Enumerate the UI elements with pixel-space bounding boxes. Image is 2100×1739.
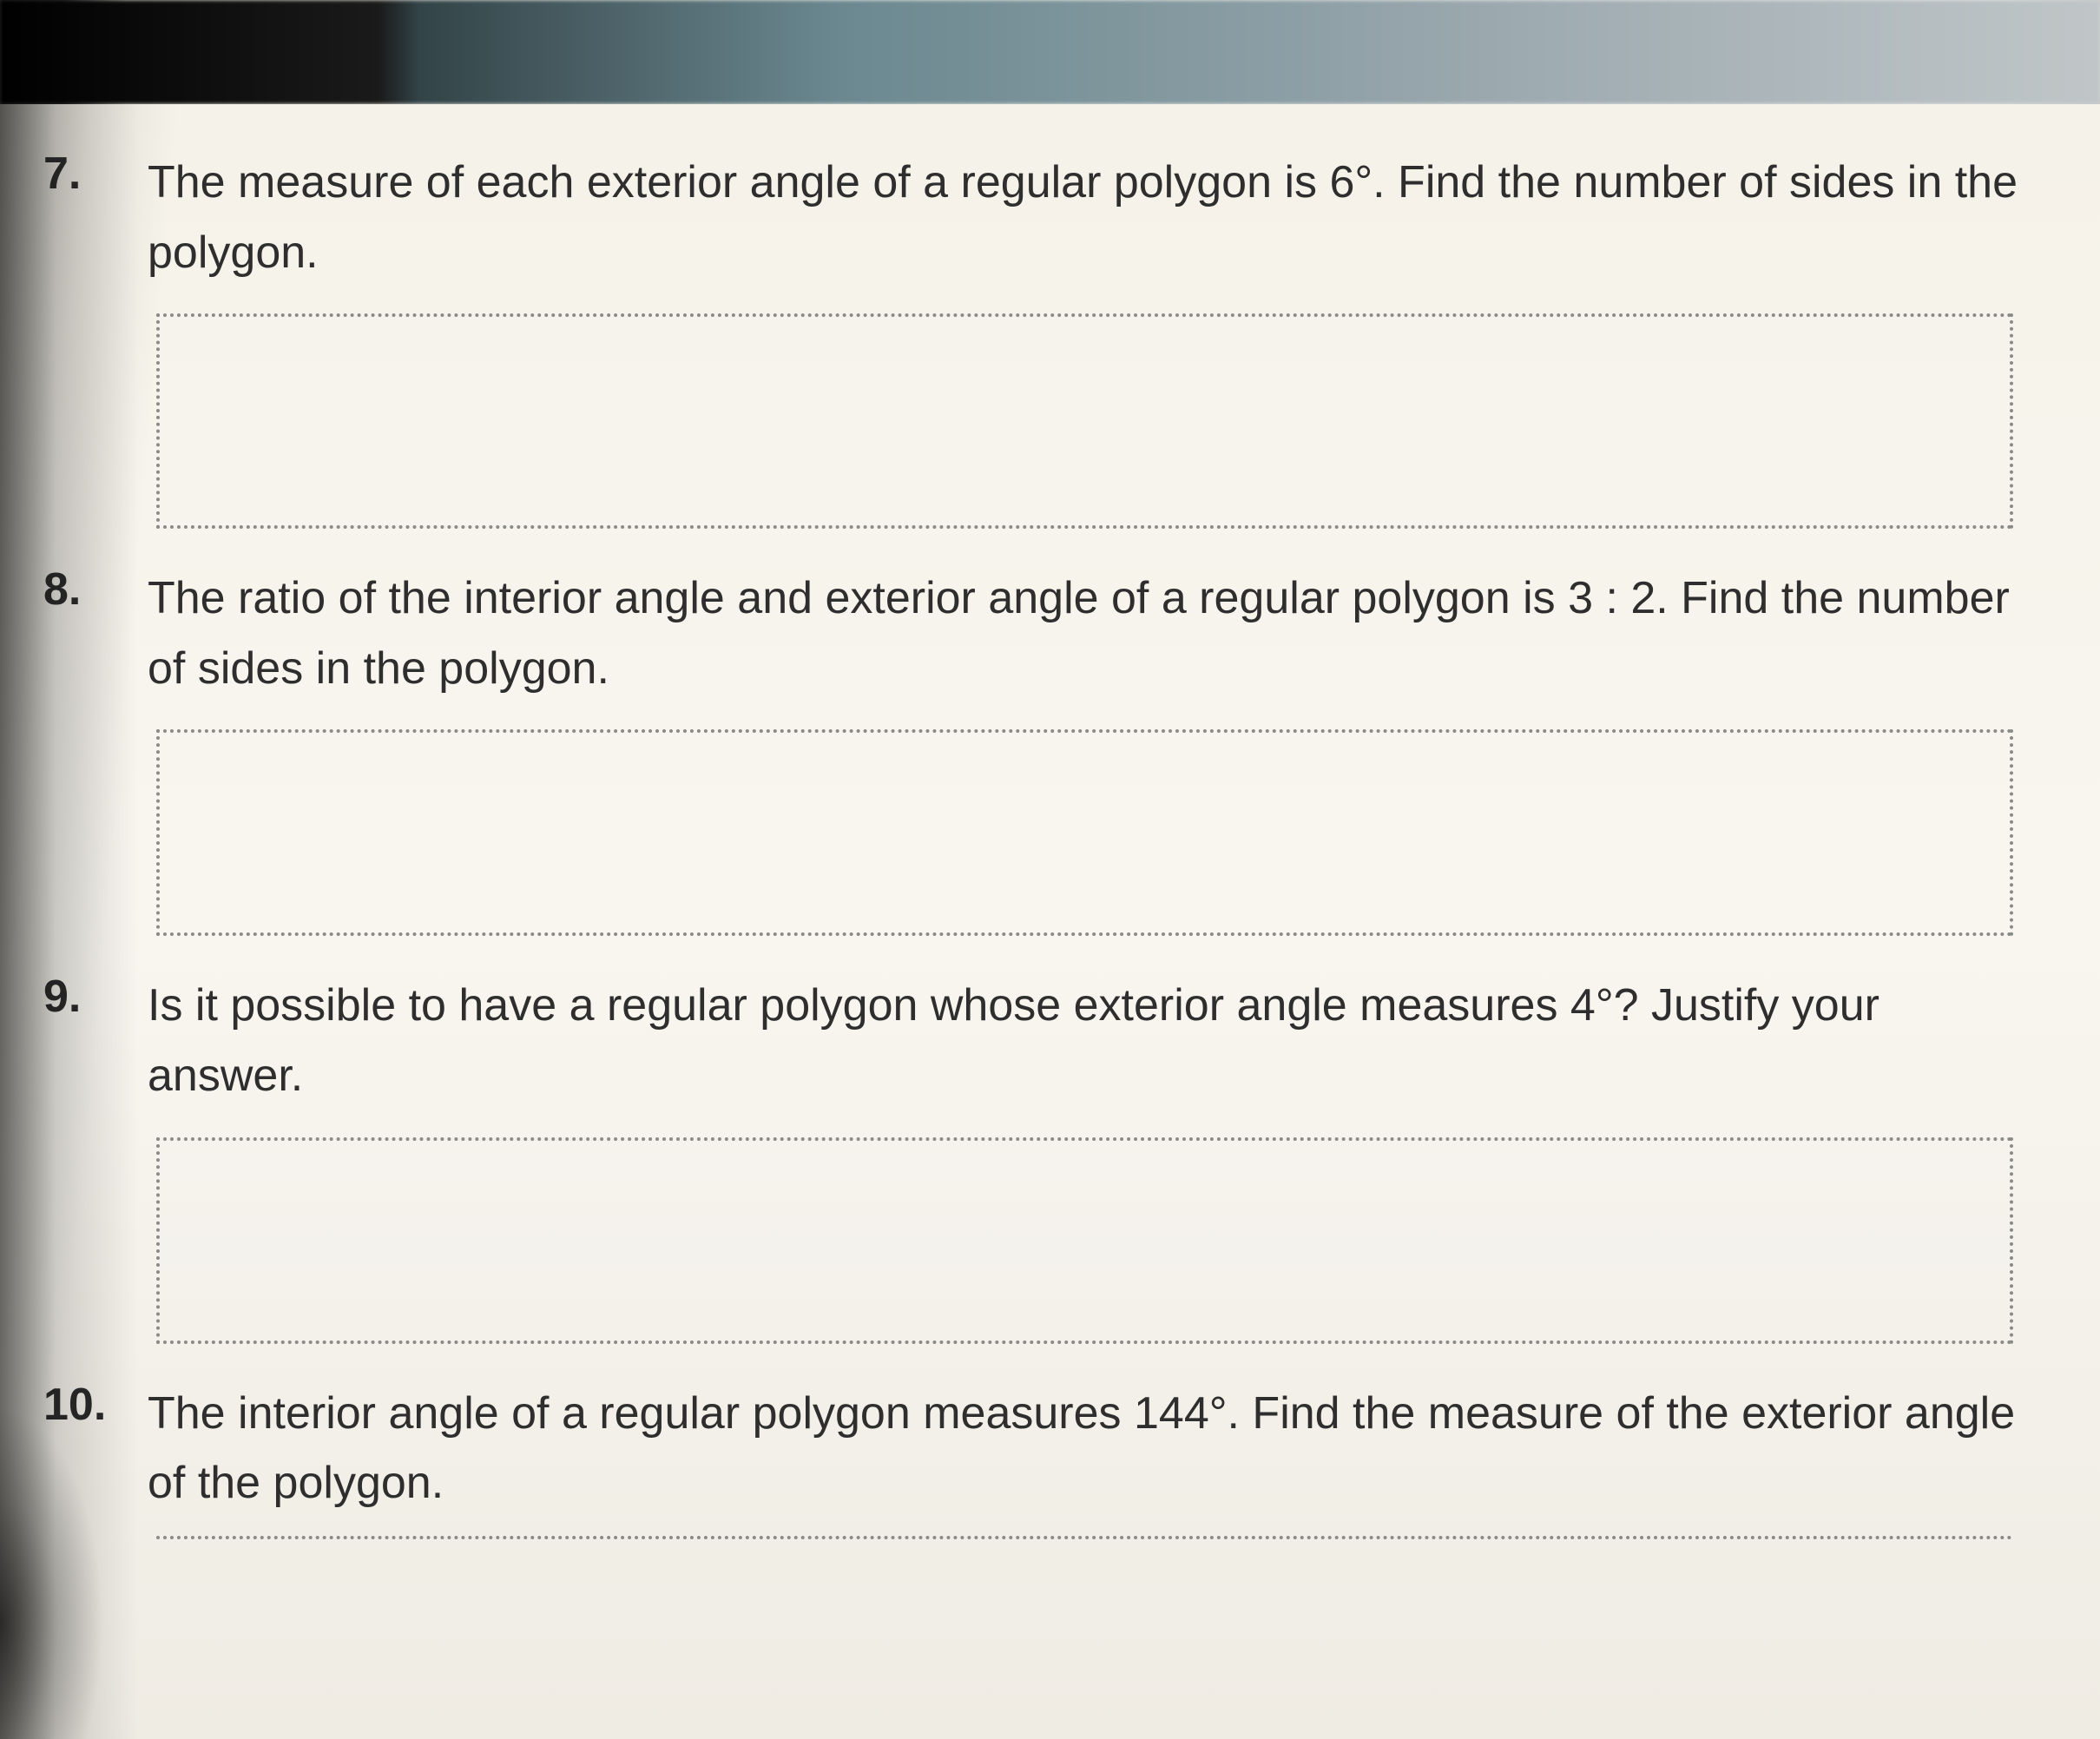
problem-7: 7. The measure of each exterior angle of… [35, 148, 2048, 287]
problem-number: 9. [35, 971, 113, 1023]
problem-10: 10. The interior angle of a regular poly… [35, 1379, 2048, 1518]
problem-number: 7. [35, 148, 113, 200]
problem-text: Is it possible to have a regular polygon… [148, 971, 2048, 1110]
problem-8: 8. The ratio of the interior angle and e… [35, 563, 2048, 703]
answer-box-10-top-edge [156, 1536, 2013, 1539]
problem-9: 9. Is it possible to have a regular poly… [35, 971, 2048, 1110]
problem-number: 8. [35, 563, 113, 616]
problem-text: The measure of each exterior angle of a … [148, 148, 2048, 287]
problem-number: 10. [35, 1379, 113, 1431]
textbook-photo: 7. The measure of each exterior angle of… [0, 0, 2100, 1739]
answer-box-7 [156, 313, 2013, 529]
problem-text: The interior angle of a regular polygon … [148, 1379, 2048, 1518]
problem-text: The ratio of the interior angle and exte… [148, 563, 2048, 703]
textbook-page: 7. The measure of each exterior angle of… [0, 104, 2100, 1739]
answer-box-8 [156, 729, 2013, 936]
answer-box-9 [156, 1137, 2013, 1344]
photo-top-edge [0, 0, 2100, 104]
